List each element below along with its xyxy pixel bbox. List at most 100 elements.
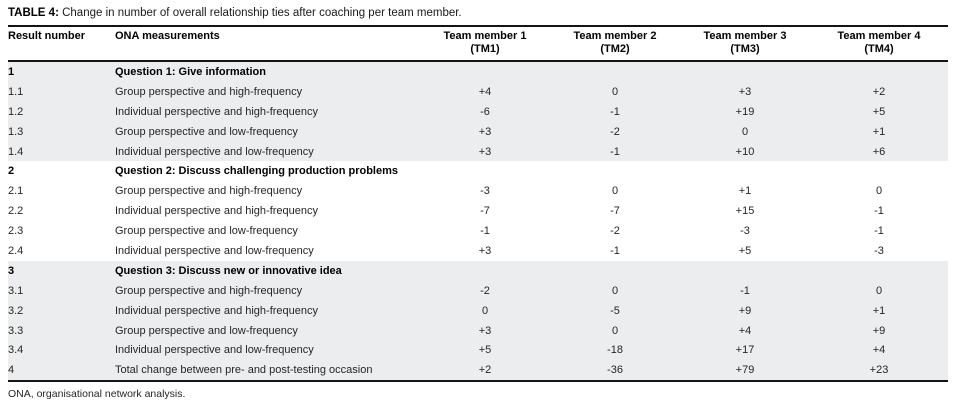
value-cell-tm1: +4: [478, 85, 492, 98]
measurement-cell: Question 1: Give information: [115, 65, 266, 78]
table-title-label: TABLE 4:: [8, 7, 59, 19]
measurement-cell: Group perspective and low-frequency: [115, 125, 298, 138]
header-row: Result number ONA measurements Team memb…: [8, 27, 948, 62]
result-number-cell: 1.4: [8, 145, 24, 158]
col-header-tm2: Team member 2 (TM2): [550, 27, 680, 62]
table-row: 2.4 Individual perspective and low-freque…: [8, 241, 948, 261]
result-number-cell: 3.1: [8, 284, 24, 297]
value-cell-tm3: -3: [740, 225, 750, 238]
table-row: 1.4 Individual perspective and low-freque…: [8, 141, 948, 162]
value-cell-tm1: +3: [478, 244, 492, 257]
value-cell-tm3: +17: [735, 344, 755, 357]
col-header-result-number: Result number: [8, 27, 115, 62]
result-number-cell: 2.1: [8, 185, 24, 198]
value-cell-tm4: +23: [869, 364, 889, 377]
result-number-cell: 1.1: [8, 85, 24, 98]
value-cell-tm2: -36: [607, 364, 623, 377]
col-header-tm3: Team member 3 (TM3): [680, 27, 810, 62]
col-header-tm3-line2: (TM3): [730, 43, 760, 55]
value-cell-tm2: -2: [610, 125, 620, 138]
measurement-cell: Group perspective and high-frequency: [115, 85, 303, 98]
measurement-cell: Individual perspective and low-frequency: [115, 145, 314, 158]
col-header-tm2-line1: Team member 2: [573, 30, 657, 42]
table-title-text: Change in number of overall relationship…: [58, 7, 462, 19]
section-header-row: 1 Question 1: Give information: [8, 61, 948, 82]
value-cell-tm3: [680, 161, 810, 181]
table-row: 4 Total change between pre- and post-test…: [8, 360, 948, 382]
measurement-cell: Individual perspective and high-frequenc…: [115, 304, 319, 317]
value-cell-tm3: +10: [735, 145, 755, 158]
value-cell-tm3: +15: [735, 205, 755, 218]
value-cell-tm4: 0: [875, 185, 883, 198]
measurement-cell: Individual perspective and low-frequency: [115, 344, 314, 357]
table-row: 3.4 Individual perspective and low-freque…: [8, 340, 948, 361]
value-cell-tm2: -2: [610, 225, 620, 238]
value-cell-tm2: -5: [610, 304, 620, 317]
col-header-tm3-line1: Team member 3: [703, 30, 787, 42]
title-rule: [8, 25, 948, 27]
section-header-row: 2 Question 2: Discuss challenging product…: [8, 161, 948, 182]
value-cell-tm2: -1: [610, 145, 620, 158]
measurement-cell: Group perspective and high-frequency: [115, 284, 303, 297]
value-cell-tm1: -7: [480, 205, 490, 218]
value-cell-tm2: 0: [611, 85, 619, 98]
result-number-cell: 1: [8, 65, 15, 78]
value-cell-tm4: -3: [874, 244, 884, 257]
table-header: Result number ONA measurements Team memb…: [8, 27, 948, 62]
value-cell-tm2: [550, 261, 680, 281]
col-header-tm1: Team member 1 (TM1): [420, 27, 550, 62]
value-cell-tm4: [810, 161, 948, 181]
col-header-ona-measurements: ONA measurements: [115, 27, 420, 62]
value-cell-tm3: +4: [738, 324, 752, 337]
result-number-cell: 3.2: [8, 304, 24, 317]
value-cell-tm1: +5: [478, 344, 492, 357]
measurement-cell: Group perspective and low-frequency: [115, 225, 298, 238]
value-cell-tm3: +79: [735, 364, 755, 377]
col-header-tm4-line2: (TM4): [864, 43, 894, 55]
measurement-cell: Group perspective and high-frequency: [115, 185, 303, 198]
table-title: TABLE 4: Change in number of overall rel…: [8, 6, 948, 25]
result-number-cell: 3: [8, 264, 15, 277]
value-cell-tm1: [420, 261, 550, 281]
value-cell-tm4: -1: [874, 205, 884, 218]
value-cell-tm4: 0: [875, 284, 883, 297]
table-body: 1 Question 1: Give information 1.1 Group pe…: [8, 61, 948, 382]
value-cell-tm1: +3: [478, 125, 492, 138]
value-cell-tm3: +3: [738, 85, 752, 98]
value-cell-tm1: +3: [478, 145, 492, 158]
result-number-cell: 2: [8, 165, 15, 178]
value-cell-tm1: -2: [480, 284, 490, 297]
value-cell-tm3: 0: [741, 125, 749, 138]
value-cell-tm4: +5: [872, 105, 886, 118]
data-table: Result number ONA measurements Team memb…: [8, 27, 948, 383]
value-cell-tm1: [420, 161, 550, 181]
value-cell-tm3: +5: [738, 244, 752, 257]
value-cell-tm1: +3: [478, 324, 492, 337]
result-number-cell: 1.2: [8, 105, 24, 118]
result-number-cell: 4: [8, 364, 15, 377]
measurement-cell: Individual perspective and high-frequenc…: [115, 105, 319, 118]
table-row: 1.2 Individual perspective and high-frequ…: [8, 101, 948, 122]
value-cell-tm4: -1: [874, 225, 884, 238]
result-number-cell: 2.4: [8, 244, 24, 257]
value-cell-tm4: +1: [872, 125, 886, 138]
value-cell-tm2: -7: [610, 205, 620, 218]
value-cell-tm1: +2: [478, 364, 492, 377]
value-cell-tm2: -18: [607, 344, 623, 357]
measurement-cell: Question 3: Discuss new or innovative id…: [115, 264, 342, 277]
value-cell-tm1: [420, 61, 550, 82]
result-number-cell: 3.4: [8, 344, 24, 357]
section-header-row: 3 Question 3: Discuss new or innovative i…: [8, 260, 948, 281]
value-cell-tm1: -6: [480, 105, 490, 118]
measurement-cell: Total change between pre- and post-testi…: [115, 364, 373, 377]
table-row: 3.3 Group perspective and low-frequency +3…: [8, 320, 948, 341]
value-cell-tm4: +9: [872, 324, 886, 337]
value-cell-tm3: -1: [740, 284, 750, 297]
value-cell-tm2: -1: [610, 244, 620, 257]
result-number-cell: 2.3: [8, 225, 24, 238]
table-row: 3.2 Individual perspective and high-frequ…: [8, 300, 948, 321]
value-cell-tm3: [680, 61, 810, 82]
col-header-tm2-line2: (TM2): [600, 43, 630, 55]
result-number-cell: 1.3: [8, 125, 24, 138]
